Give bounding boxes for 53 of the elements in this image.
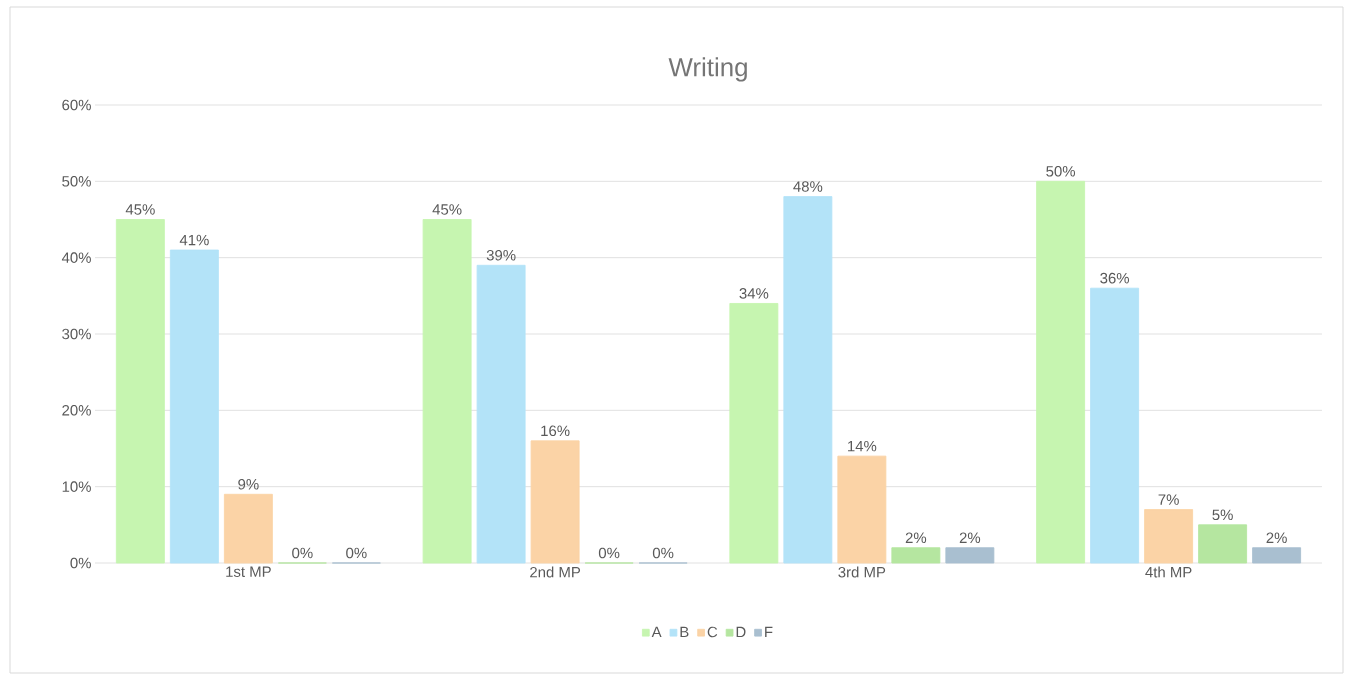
bar — [530, 440, 580, 564]
y-tick-label: 10% — [62, 481, 91, 492]
data-label: 34% — [739, 288, 769, 299]
data-label: 5% — [1212, 509, 1233, 521]
legend-label: C — [707, 626, 718, 638]
bar — [1144, 509, 1194, 564]
x-tick-label: 1st MP — [226, 566, 271, 577]
data-label: 45% — [432, 204, 462, 215]
bar — [1090, 287, 1140, 564]
data-label: 39% — [486, 249, 516, 261]
data-label: 41% — [179, 234, 209, 246]
legend-label: F — [765, 626, 773, 638]
y-tick-label: 20% — [62, 405, 91, 416]
bar — [891, 547, 941, 564]
y-tick-label: 50% — [62, 176, 91, 187]
bar — [837, 455, 887, 564]
y-tick-label: 40% — [61, 252, 91, 263]
bar — [1036, 180, 1086, 564]
x-tick-label: 3rd MP — [838, 566, 886, 578]
data-label: 48% — [793, 181, 823, 192]
bar — [476, 264, 526, 564]
bar — [1198, 524, 1248, 564]
legend-label: D — [736, 626, 746, 638]
bar — [169, 249, 219, 564]
data-label: 0% — [346, 547, 367, 559]
x-tick-label: 2nd MP — [530, 566, 581, 578]
legend-label: B — [680, 626, 689, 638]
data-label: 36% — [1100, 272, 1130, 284]
data-label: 2% — [905, 532, 927, 543]
bar — [115, 219, 165, 564]
data-label: 45% — [125, 204, 155, 215]
y-tick-label: 0% — [70, 557, 91, 569]
data-label: 50% — [1046, 165, 1076, 177]
bar — [1252, 547, 1302, 564]
bar — [783, 196, 833, 564]
bar — [945, 547, 995, 564]
data-label: 7% — [1158, 494, 1179, 505]
y-tick-label: 30% — [62, 328, 91, 340]
data-label: 0% — [652, 547, 674, 559]
data-label: 0% — [598, 547, 620, 559]
bar — [422, 219, 472, 564]
x-tick-label: 4th MP — [1145, 566, 1192, 578]
legend-label: A — [651, 626, 662, 638]
bar — [729, 303, 779, 564]
chart-title: Writing — [668, 57, 747, 82]
data-label: 0% — [292, 547, 313, 559]
data-label: 14% — [848, 440, 877, 452]
bar — [223, 493, 273, 564]
data-label: 2% — [1266, 532, 1287, 543]
data-label: 9% — [238, 478, 259, 490]
data-label: 16% — [541, 425, 570, 437]
y-tick-label: 60% — [62, 99, 91, 111]
data-label: 2% — [959, 532, 981, 543]
